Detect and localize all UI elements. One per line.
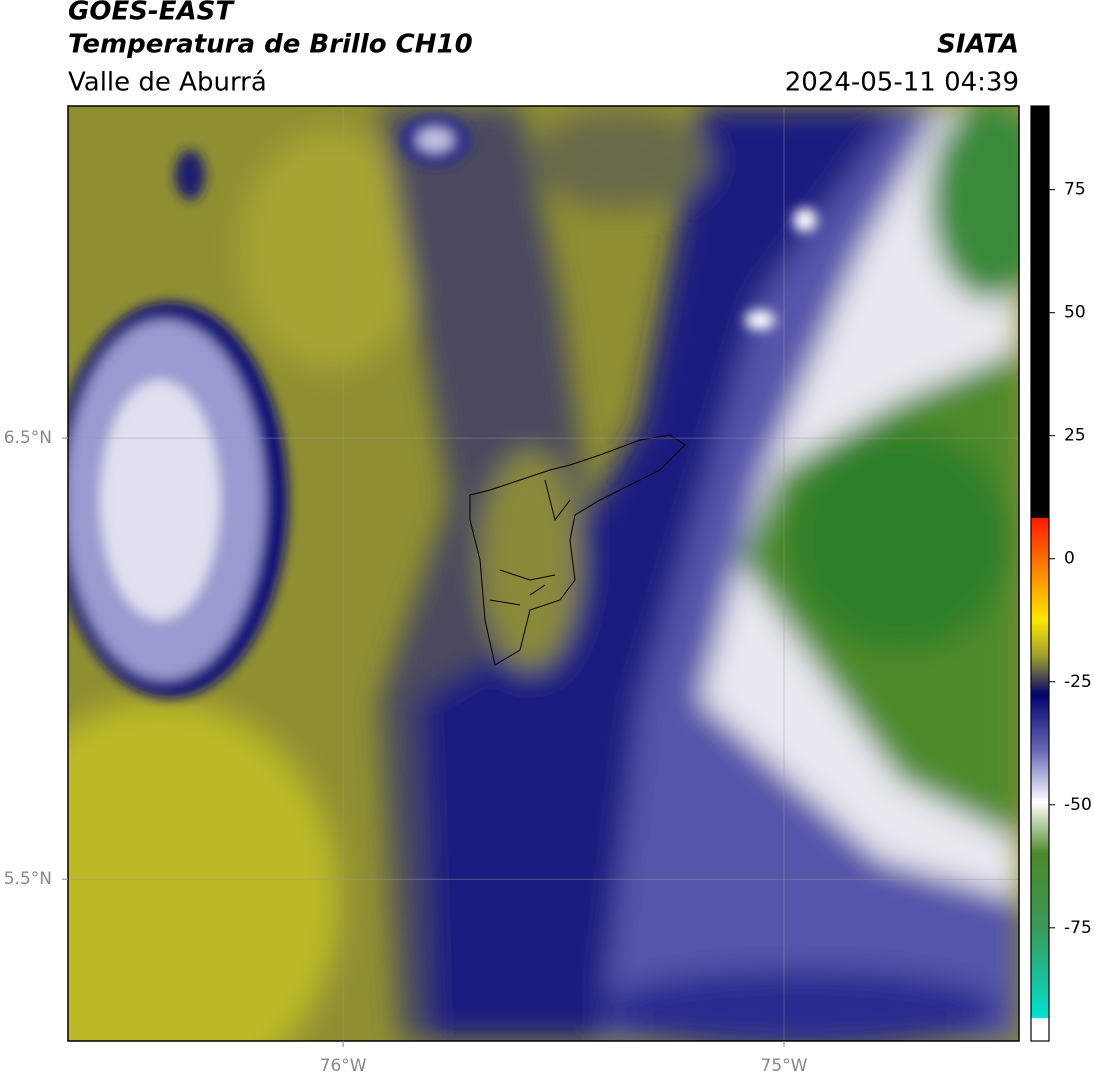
satellite-image xyxy=(68,106,1019,1041)
colorbar-tick-label: -50 xyxy=(1064,795,1092,815)
x-tick-label: 75°W xyxy=(761,1056,808,1076)
colorbar-tick-label: 75 xyxy=(1064,180,1086,200)
colorbar xyxy=(1030,105,1050,1042)
colorbar-tick-label: 0 xyxy=(1064,549,1075,569)
x-tick-label: 76°W xyxy=(320,1056,367,1076)
y-tick-label: 5.5°N xyxy=(4,869,52,889)
source: SIATA xyxy=(937,30,1019,60)
colorbar-tick-label: 50 xyxy=(1064,303,1086,323)
subtitle: Temperatura de Brillo CH10 xyxy=(68,30,473,60)
datetime: 2024-05-11 04:39 xyxy=(785,68,1019,98)
title: GOES-EAST xyxy=(68,0,235,27)
colorbar-tick-label: -75 xyxy=(1064,918,1092,938)
graticule xyxy=(68,106,1019,1041)
colorbar-tick-label: 25 xyxy=(1064,426,1086,446)
region: Valle de Aburrá xyxy=(68,68,267,98)
map-frame xyxy=(67,105,1020,1042)
colorbar-tick-label: -25 xyxy=(1064,672,1092,692)
y-tick-label: 6.5°N xyxy=(4,428,52,448)
